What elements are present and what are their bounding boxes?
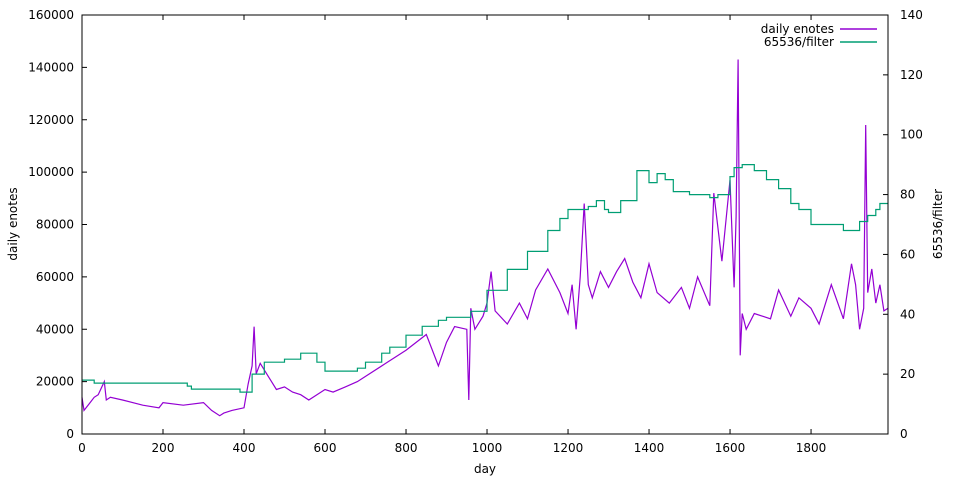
series-line-0 bbox=[81, 59, 889, 417]
x-tick-label: 1400 bbox=[634, 441, 665, 455]
x-tick-label: 1200 bbox=[553, 441, 584, 455]
legend-entry-label: daily enotes bbox=[761, 22, 834, 36]
x-axis-label: day bbox=[474, 462, 496, 476]
y2-tick-label: 120 bbox=[900, 68, 923, 82]
y2-tick-label: 20 bbox=[900, 367, 915, 381]
x-tick-label: 1000 bbox=[472, 441, 503, 455]
y2-tick-label: 40 bbox=[900, 307, 915, 321]
y2-tick-label: 100 bbox=[900, 128, 923, 142]
x-tick-label: 600 bbox=[314, 441, 337, 455]
ticks: 0 200 400 600 800 1000 1200 1400 1600 18000200004… bbox=[28, 8, 923, 455]
x-tick-label: 1600 bbox=[715, 441, 746, 455]
y-tick-label: 20000 bbox=[36, 375, 74, 389]
series-line-1 bbox=[82, 164, 888, 393]
plot-frame bbox=[81, 14, 889, 435]
y-tick-label: 120000 bbox=[28, 113, 74, 127]
y-tick-label: 100000 bbox=[28, 165, 74, 179]
y2-tick-label: 0 bbox=[900, 427, 908, 441]
x-tick-label: 1800 bbox=[796, 441, 827, 455]
y-tick-label: 60000 bbox=[36, 270, 74, 284]
y-tick-label: 0 bbox=[66, 427, 74, 441]
y-tick-label: 80000 bbox=[36, 218, 74, 232]
y-axis-label: daily enotes bbox=[6, 187, 20, 260]
legend-entry-label: 65536/filter bbox=[764, 35, 834, 49]
y2-tick-label: 60 bbox=[900, 247, 915, 261]
plot-series bbox=[81, 59, 889, 417]
y-tick-label: 160000 bbox=[28, 8, 74, 22]
y-tick-label: 140000 bbox=[28, 60, 74, 74]
x-tick-label: 200 bbox=[152, 441, 175, 455]
y-tick-label: 40000 bbox=[36, 322, 74, 336]
y2-axis-label: 65536/filter bbox=[931, 189, 945, 259]
y2-tick-label: 140 bbox=[900, 8, 923, 22]
y2-tick-label: 80 bbox=[900, 188, 915, 202]
x-tick-label: 800 bbox=[395, 441, 418, 455]
x-tick-label: 0 bbox=[78, 441, 86, 455]
x-tick-label: 400 bbox=[233, 441, 256, 455]
